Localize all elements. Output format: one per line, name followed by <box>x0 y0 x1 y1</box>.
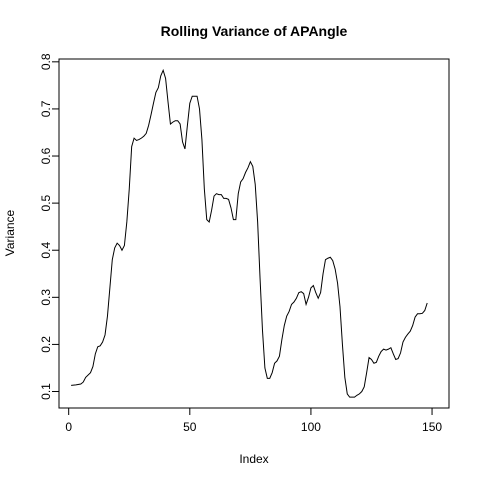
x-tick-label: 50 <box>183 420 197 434</box>
y-axis-label: Variance <box>3 209 17 256</box>
y-tick-label: 0.7 <box>39 100 53 117</box>
y-tick-label: 0.4 <box>39 242 53 259</box>
y-tick-label: 0.2 <box>39 336 53 353</box>
x-tick-label: 0 <box>65 420 72 434</box>
x-axis: 0 50 100 150 <box>65 407 442 434</box>
y-tick-label: 0.8 <box>39 53 53 70</box>
chart-title: Rolling Variance of APAngle <box>161 23 348 39</box>
y-tick-label: 0.1 <box>39 383 53 400</box>
y-tick-label: 0.3 <box>39 289 53 306</box>
x-axis-label: Index <box>239 452 268 466</box>
y-tick-label: 0.5 <box>39 194 53 211</box>
series-line <box>71 68 428 398</box>
x-tick-label: 100 <box>301 420 321 434</box>
x-tick-label: 150 <box>422 420 442 434</box>
y-axis: 0.1 0.2 0.3 0.4 0.5 0.6 0.7 0.8 <box>39 53 60 400</box>
y-tick-label: 0.6 <box>39 147 53 164</box>
